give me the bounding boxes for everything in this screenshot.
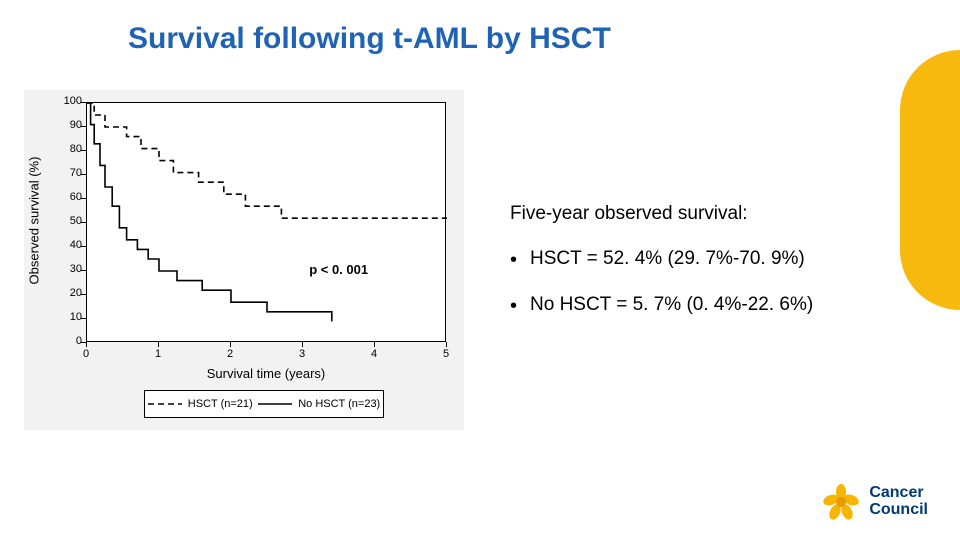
p-value-annotation: p < 0. 001	[309, 262, 368, 277]
cancer-council-logo: Cancer Council	[821, 482, 928, 522]
x-tick-label: 3	[287, 348, 317, 360]
y-tick-label: 30	[52, 263, 82, 275]
summary-block: Five-year observed survival: HSCT = 52. …	[510, 200, 930, 338]
slide: Survival following t-AML by HSCT Observe…	[0, 0, 960, 540]
plot-area	[86, 102, 446, 342]
x-axis-label: Survival time (years)	[86, 366, 446, 381]
x-tick-label: 1	[143, 348, 173, 360]
y-tick-label: 60	[52, 191, 82, 203]
legend: HSCT (n=21) No HSCT (n=23)	[144, 390, 384, 418]
summary-bullet-1: HSCT = 52. 4% (29. 7%-70. 9%)	[510, 245, 930, 274]
km-series	[87, 103, 447, 218]
x-tick-label: 2	[215, 348, 245, 360]
accent-arc	[900, 50, 960, 310]
summary-heading: Five-year observed survival:	[510, 200, 930, 229]
daffodil-icon	[821, 482, 861, 522]
y-tick-label: 50	[52, 215, 82, 227]
legend-item-hsct: HSCT (n=21)	[148, 398, 253, 410]
legend-swatch-solid	[258, 399, 292, 409]
y-tick-label: 70	[52, 167, 82, 179]
legend-swatch-dashed	[148, 399, 182, 409]
y-tick-label: 40	[52, 239, 82, 251]
slide-title-text: Survival following t-AML by HSCT	[128, 22, 611, 55]
km-chart: Observed survival (%) Survival time (yea…	[24, 90, 464, 430]
y-tick-label: 10	[52, 311, 82, 323]
slide-title: Survival following t-AML by HSCT	[128, 22, 611, 56]
y-tick-label: 80	[52, 143, 82, 155]
x-tick-label: 0	[71, 348, 101, 360]
km-svg	[87, 103, 447, 343]
y-tick-label: 0	[52, 335, 82, 347]
legend-item-no-hsct: No HSCT (n=23)	[258, 398, 380, 410]
x-tick-label: 5	[431, 348, 461, 360]
summary-list: HSCT = 52. 4% (29. 7%-70. 9%) No HSCT = …	[510, 245, 930, 320]
y-tick-label: 100	[52, 95, 82, 107]
logo-text: Cancer Council	[869, 485, 928, 519]
summary-bullet-2: No HSCT = 5. 7% (0. 4%-22. 6%)	[510, 291, 930, 320]
y-tick-label: 90	[52, 119, 82, 131]
y-tick-label: 20	[52, 287, 82, 299]
km-series	[87, 103, 332, 321]
x-tick-label: 4	[359, 348, 389, 360]
y-axis-label: Observed survival (%)	[24, 90, 44, 350]
